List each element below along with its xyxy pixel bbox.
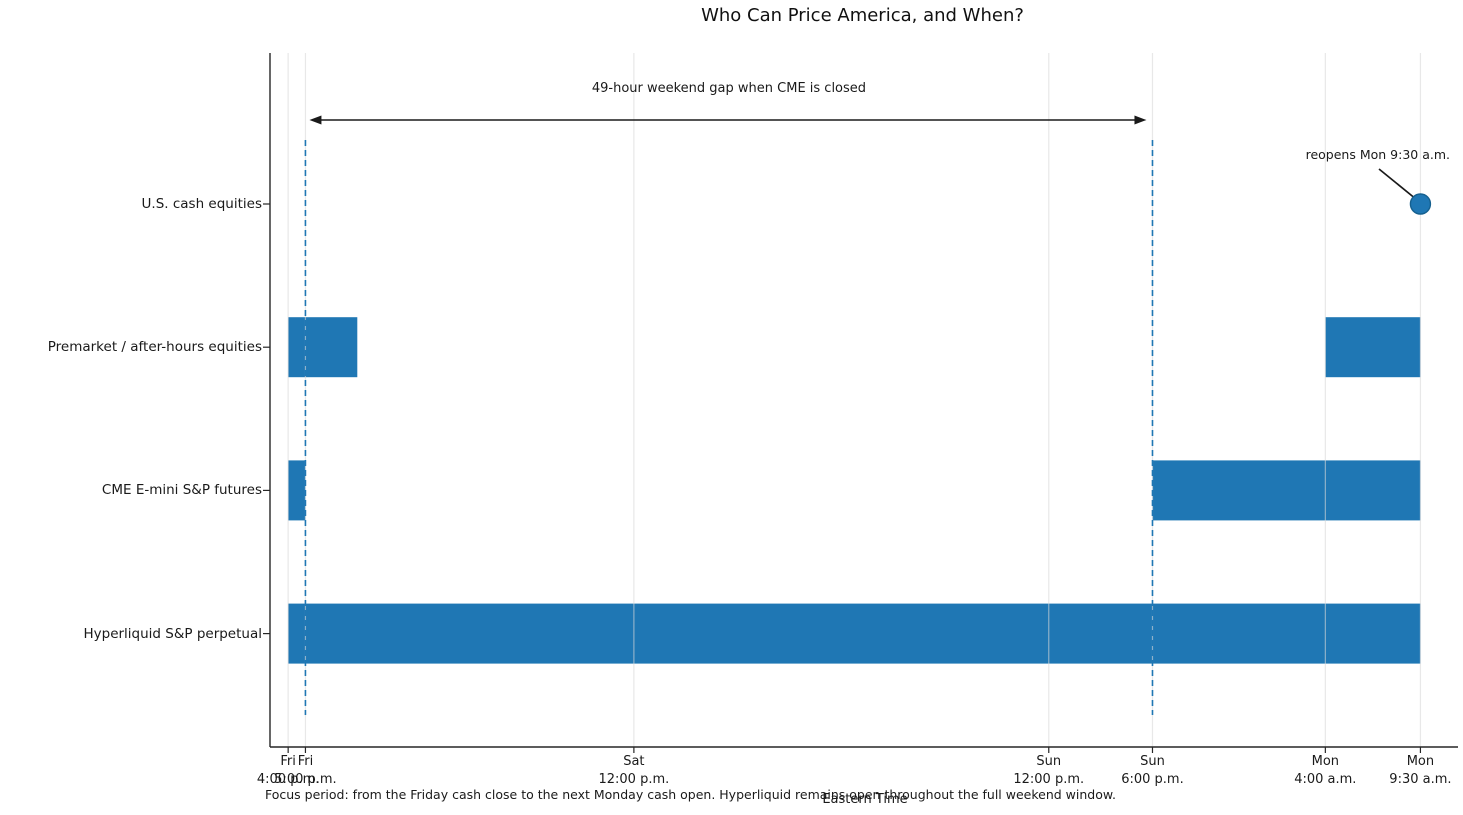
x-tick-day: Sun — [1036, 754, 1062, 769]
x-tick-label: Sun 12:00 p.m. — [979, 753, 1119, 788]
x-tick-time: 12:00 p.m. — [598, 771, 670, 787]
x-tick-time: 12:00 p.m. — [1013, 771, 1085, 787]
x-tick-day: Fri — [297, 754, 314, 769]
x-tick-label: Sun 6:00 p.m. — [1082, 753, 1222, 788]
x-axis-label: Eastern Time — [822, 792, 908, 807]
x-tick-day: Sat — [623, 754, 645, 769]
reopen-marker-dot — [1409, 193, 1432, 215]
gap-arrow-right-head-icon — [1134, 115, 1147, 125]
reopen-leader-line — [1378, 168, 1414, 198]
x-tick-label: Mon 4:00 a.m. — [1255, 753, 1395, 788]
x-tick-time: 4:00 p.m. — [256, 771, 320, 787]
session-bar — [1325, 317, 1421, 378]
x-tick-day: Mon — [1406, 754, 1435, 769]
x-tick-label: Mon 9:30 a.m. — [1350, 753, 1463, 788]
session-bar — [1152, 460, 1421, 521]
y-axis-label: Hyperliquid S&P perpetual — [83, 625, 262, 642]
session-bar — [288, 603, 1421, 664]
y-axis-label: Premarket / after-hours equities — [47, 339, 262, 356]
x-tick-time: 6:00 p.m. — [1121, 771, 1184, 787]
x-tick-time: 5:00 p.m. — [274, 771, 337, 787]
gap-annotation-label: 49-hour weekend gap when CME is closed — [591, 81, 867, 96]
reopen-annotation-label: reopens Mon 9:30 a.m. — [1305, 147, 1450, 162]
x-tick-label: Fri 4:00 p.m. — [218, 753, 358, 788]
y-axis-label: CME E-mini S&P futures — [101, 482, 262, 499]
caption-text: Focus period: from the Friday cash close… — [265, 787, 1116, 802]
x-tick-day: Mon — [1311, 754, 1340, 769]
x-tick-label: Sat 12:00 p.m. — [564, 753, 704, 788]
x-tick-label: Fri 5:00 p.m. — [235, 753, 375, 788]
x-tick-time: 4:00 a.m. — [1294, 771, 1357, 787]
y-axis-label: U.S. cash equities — [141, 196, 262, 212]
session-bar — [288, 460, 306, 521]
x-tick-time: 9:30 a.m. — [1389, 771, 1452, 787]
gap-arrow-left-head-icon — [309, 115, 322, 125]
session-bar — [288, 317, 358, 378]
chart-title: Who Can Price America, and When? — [701, 5, 1024, 26]
x-tick-day: Sun — [1140, 754, 1165, 769]
x-tick-day: Fri — [280, 754, 296, 769]
